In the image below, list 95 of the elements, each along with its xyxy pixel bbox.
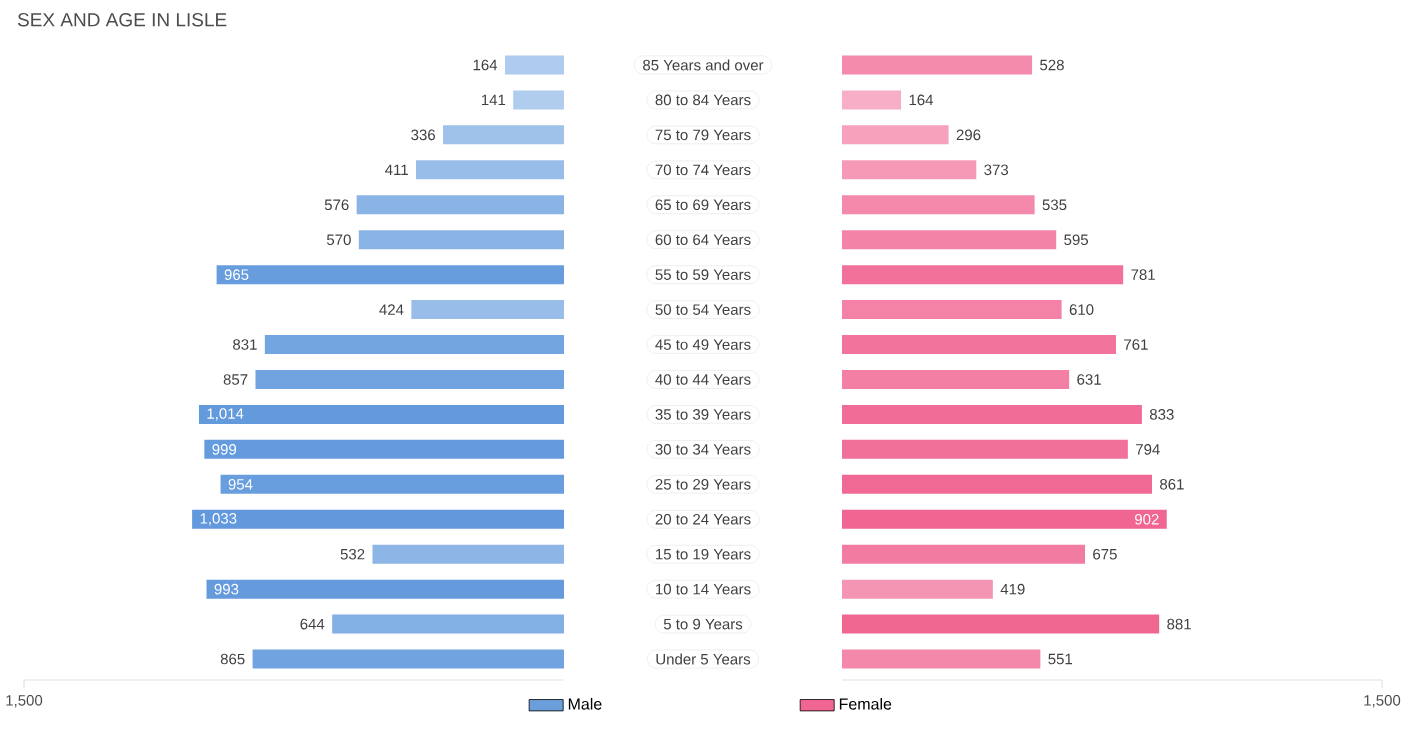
- bar: [372, 544, 564, 564]
- data-label: 781: [1131, 269, 1155, 280]
- y-tick-label: 60 to 64 Years: [655, 234, 751, 246]
- bar: [842, 230, 1057, 250]
- data-label: 999: [212, 444, 237, 455]
- data-label: 675: [1093, 548, 1117, 560]
- data-label: 595: [1064, 234, 1089, 246]
- data-label: 336: [411, 129, 435, 141]
- bar: [198, 404, 564, 424]
- y-tick-label: 20 to 24 Years: [655, 513, 751, 525]
- chart-title: SEX AND AGE IN LISLE: [17, 13, 227, 27]
- data-label: 857: [223, 374, 248, 385]
- data-label: 164: [909, 94, 934, 106]
- bar: [204, 439, 564, 459]
- bar: [842, 439, 1128, 459]
- bar: [252, 649, 564, 669]
- bar: [842, 125, 949, 145]
- y-tick-label: 70 to 74 Years: [655, 164, 751, 176]
- y-tick-label: 40 to 44 Years: [655, 374, 751, 385]
- y-tick-label: 35 to 39 Years: [655, 409, 751, 420]
- bar: [443, 125, 564, 145]
- y-tick-label: 45 to 49 Years: [655, 339, 751, 350]
- data-label: 551: [1048, 653, 1073, 665]
- data-label: 141: [481, 94, 506, 106]
- data-label: 794: [1136, 444, 1160, 455]
- y-tick-label: 25 to 29 Years: [655, 479, 751, 490]
- data-label: 164: [473, 59, 498, 71]
- y-tick-label: 5 to 9 Years: [663, 618, 743, 630]
- bar: [842, 55, 1033, 75]
- y-tick-label: 65 to 69 Years: [655, 199, 751, 211]
- data-label: 954: [228, 479, 253, 490]
- bar: [842, 265, 1124, 285]
- bar: [842, 160, 977, 180]
- data-label: 993: [214, 583, 239, 595]
- y-tick-label: 75 to 79 Years: [655, 129, 751, 141]
- data-label: 296: [956, 129, 981, 141]
- bar: [411, 300, 564, 320]
- data-label: 881: [1167, 618, 1191, 630]
- data-label: 419: [1000, 583, 1025, 595]
- data-label: 424: [379, 304, 404, 315]
- bar: [332, 614, 564, 634]
- bar: [842, 404, 1142, 424]
- y-tick-label: 10 to 14 Years: [656, 583, 751, 595]
- bar: [220, 474, 564, 494]
- data-label: 1,014: [207, 408, 244, 421]
- data-label: 411: [385, 164, 408, 175]
- bar: [842, 300, 1062, 320]
- legend-label: Male: [568, 697, 602, 710]
- data-label: 831: [233, 339, 257, 350]
- data-label: 528: [1040, 59, 1064, 71]
- bar: [255, 369, 564, 389]
- y-tick-label: 55 to 59 Years: [655, 269, 751, 280]
- bar: [842, 544, 1086, 564]
- data-label: 1,033: [200, 513, 237, 526]
- bar: [216, 265, 564, 285]
- data-label: 861: [1160, 479, 1184, 490]
- data-label: 570: [326, 234, 351, 246]
- y-tick-label: 50 to 54 Years: [655, 304, 751, 315]
- bar: [206, 579, 564, 599]
- data-label: 761: [1124, 339, 1148, 350]
- data-label: 631: [1077, 374, 1101, 385]
- data-label: 902: [1135, 513, 1159, 525]
- bar: [513, 90, 564, 110]
- bar: [842, 195, 1035, 215]
- bar: [356, 195, 564, 215]
- data-label: 373: [984, 164, 1009, 176]
- bar: [842, 614, 1160, 634]
- bar: [842, 90, 902, 110]
- y-tick-label: Under 5 Years: [656, 653, 751, 665]
- bar: [192, 509, 564, 529]
- bar: [842, 649, 1041, 669]
- y-tick-label: 85 Years and over: [643, 59, 764, 71]
- bar: [358, 230, 564, 250]
- bar: [504, 55, 564, 75]
- data-label: 576: [324, 199, 349, 211]
- bar: [264, 335, 564, 355]
- bar: [842, 335, 1116, 355]
- bar: [842, 474, 1152, 494]
- y-tick-label: 80 to 84 Years: [655, 94, 751, 106]
- data-label: 610: [1069, 304, 1094, 315]
- data-label: 535: [1042, 199, 1067, 211]
- data-label: 833: [1149, 409, 1174, 420]
- data-label: 965: [224, 269, 249, 280]
- data-label: 644: [300, 618, 325, 630]
- bar: [416, 160, 564, 180]
- bar: [842, 579, 993, 599]
- bar: [842, 509, 1167, 529]
- x-tick-label: 1,500: [6, 695, 43, 708]
- data-label: 865: [220, 653, 245, 665]
- x-tick-label: 1,500: [1364, 695, 1401, 708]
- data-label: 532: [340, 548, 365, 560]
- bar: [842, 369, 1070, 389]
- y-tick-label: 30 to 34 Years: [655, 444, 751, 455]
- legend-label: Female: [839, 697, 892, 710]
- y-tick-label: 15 to 19 Years: [656, 548, 751, 560]
